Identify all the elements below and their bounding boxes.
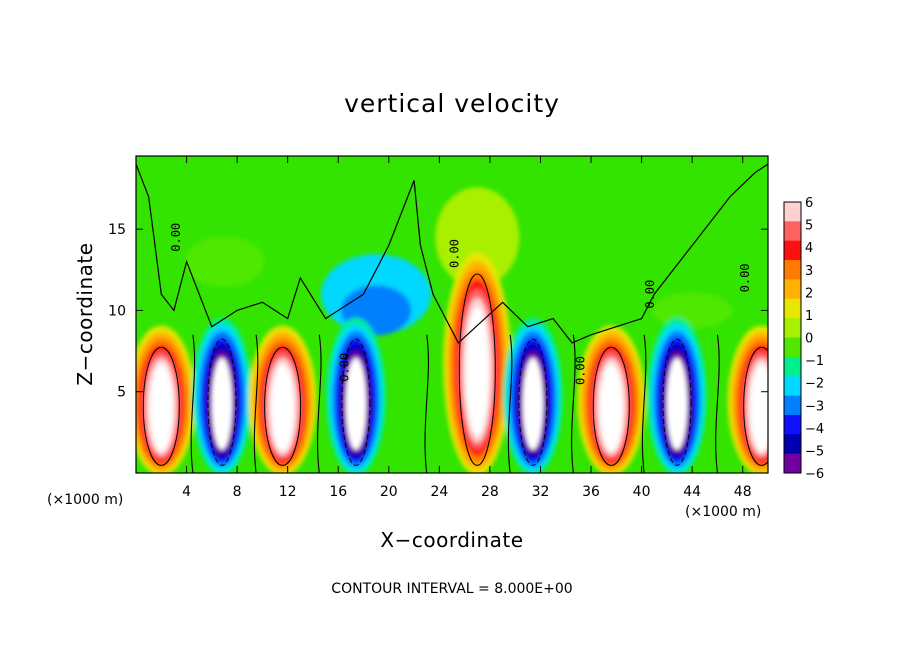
x-tick-label: 20 [380, 484, 398, 500]
y-tick-label: 15 [108, 222, 126, 238]
colorbar-swatch [784, 376, 801, 397]
colorbar-frame [783, 201, 802, 474]
contour-label: 0.00 [169, 223, 183, 252]
cell-shade-8 [750, 364, 768, 452]
colorbar-swatch [784, 337, 801, 358]
cell-shade-2 [271, 364, 295, 452]
x-tick-label: 40 [633, 484, 651, 500]
colorbar-swatch [784, 279, 801, 300]
x-tick-label: 48 [734, 484, 752, 500]
contour-label: 0.00 [447, 239, 461, 268]
x-unit-right: (×1000 m) [685, 504, 761, 520]
x-tick-label: 4 [182, 484, 191, 500]
colorbar-swatch [784, 395, 801, 416]
contour-line [743, 346, 768, 466]
zero-contour-vertical [571, 334, 576, 473]
colorbar-tick-label: 4 [805, 241, 813, 256]
colorbar-tick-label: 2 [805, 286, 813, 301]
cell-shade-1 [211, 357, 233, 450]
colorbar-tick-label: 5 [805, 219, 813, 234]
colorbar: 6 5 4 3 2 1 0 −1 −2 −3 −4 −5 −6 [783, 196, 824, 482]
colorbar-tick-label: 1 [805, 309, 813, 324]
upper-shade [435, 187, 520, 288]
colorbar-tick-label: 6 [805, 196, 813, 211]
contour-label: 0.00 [738, 263, 752, 292]
x-tick-label: 12 [279, 484, 297, 500]
colorbar-tick-label: −3 [805, 399, 824, 414]
colorbar-tick-label: −4 [805, 422, 824, 437]
zero-contour-vertical [715, 334, 720, 473]
colorbar-swatch [784, 318, 801, 338]
zero-contour-vertical [507, 334, 513, 473]
contour-line [142, 346, 180, 466]
x-tick-label: 8 [233, 484, 242, 500]
cell-shade-0 [149, 364, 173, 452]
zero-contour-vertical [424, 334, 429, 473]
contour-lines [136, 163, 768, 473]
contour-interval-note: CONTOUR INTERVAL = 8.000E+00 [331, 581, 572, 597]
cell-shade-6 [599, 364, 623, 452]
colorbar-swatch [784, 240, 801, 261]
colorbar-tick-label: −1 [805, 354, 824, 369]
colorbar-swatch [784, 221, 801, 242]
y-axis-ticks: 5 10 15 [108, 222, 768, 401]
cell-shade-4 [465, 306, 489, 437]
x-tick-label: 28 [481, 484, 499, 500]
plot-area: 0.00 0.00 0.00 0.00 0.00 0.00 [136, 156, 768, 473]
colorbar-swatch [784, 414, 801, 435]
zero-contour-vertical [641, 334, 647, 473]
y-tick-label: 5 [117, 385, 126, 401]
chart-title: vertical velocity [344, 89, 560, 118]
colorbar-swatch [784, 453, 801, 474]
upper-shade [652, 292, 733, 329]
colorbar-swatch [784, 298, 801, 319]
colorbar-swatch [784, 356, 801, 377]
upper-shade [184, 236, 265, 287]
contour-label: 0.00 [574, 356, 588, 385]
colorbar-swatch [784, 260, 801, 280]
colorbar-tick-label: −2 [805, 377, 824, 392]
zero-contour [136, 163, 768, 344]
plot-frame [135, 155, 769, 474]
contour-line [341, 338, 371, 466]
contour-label: 0.00 [643, 280, 657, 309]
contour-line [264, 346, 302, 466]
contour-line [458, 273, 496, 466]
contour-label: 0.00 [337, 353, 351, 382]
x-unit-left: (×1000 m) [47, 492, 123, 508]
colorbar-swatch [784, 202, 801, 222]
colorbar-swatch [784, 434, 801, 455]
y-tick-label: 10 [108, 303, 126, 319]
y-axis-label: Z−coordinate [73, 242, 97, 385]
x-tick-label: 16 [329, 484, 347, 500]
contour-line [592, 346, 630, 466]
colorbar-tick-label: −5 [805, 444, 824, 459]
zero-contour-vertical [317, 334, 322, 473]
x-axis-ticks: 4 8 12 16 20 24 28 32 36 40 44 48 [182, 156, 752, 500]
colorbar-tick-label: −6 [805, 467, 824, 482]
zero-contour-vertical [253, 334, 259, 473]
colorbar-tick-label: 3 [805, 264, 813, 279]
colorbar-tick-label: 0 [805, 332, 813, 347]
cell-shade-7 [666, 357, 688, 450]
x-tick-label: 24 [430, 484, 448, 500]
contour-labels: 0.00 0.00 0.00 0.00 0.00 0.00 [169, 223, 752, 385]
cell-shade-5 [522, 357, 544, 450]
x-tick-label: 32 [532, 484, 550, 500]
contour-line [662, 338, 692, 466]
x-tick-label: 44 [683, 484, 701, 500]
x-tick-label: 36 [582, 484, 600, 500]
x-axis-label: X−coordinate [380, 528, 523, 552]
contour-line [518, 338, 548, 466]
zero-contour-vertical [190, 334, 196, 473]
contour-line [207, 338, 237, 466]
cell-shade-3 [345, 357, 367, 450]
